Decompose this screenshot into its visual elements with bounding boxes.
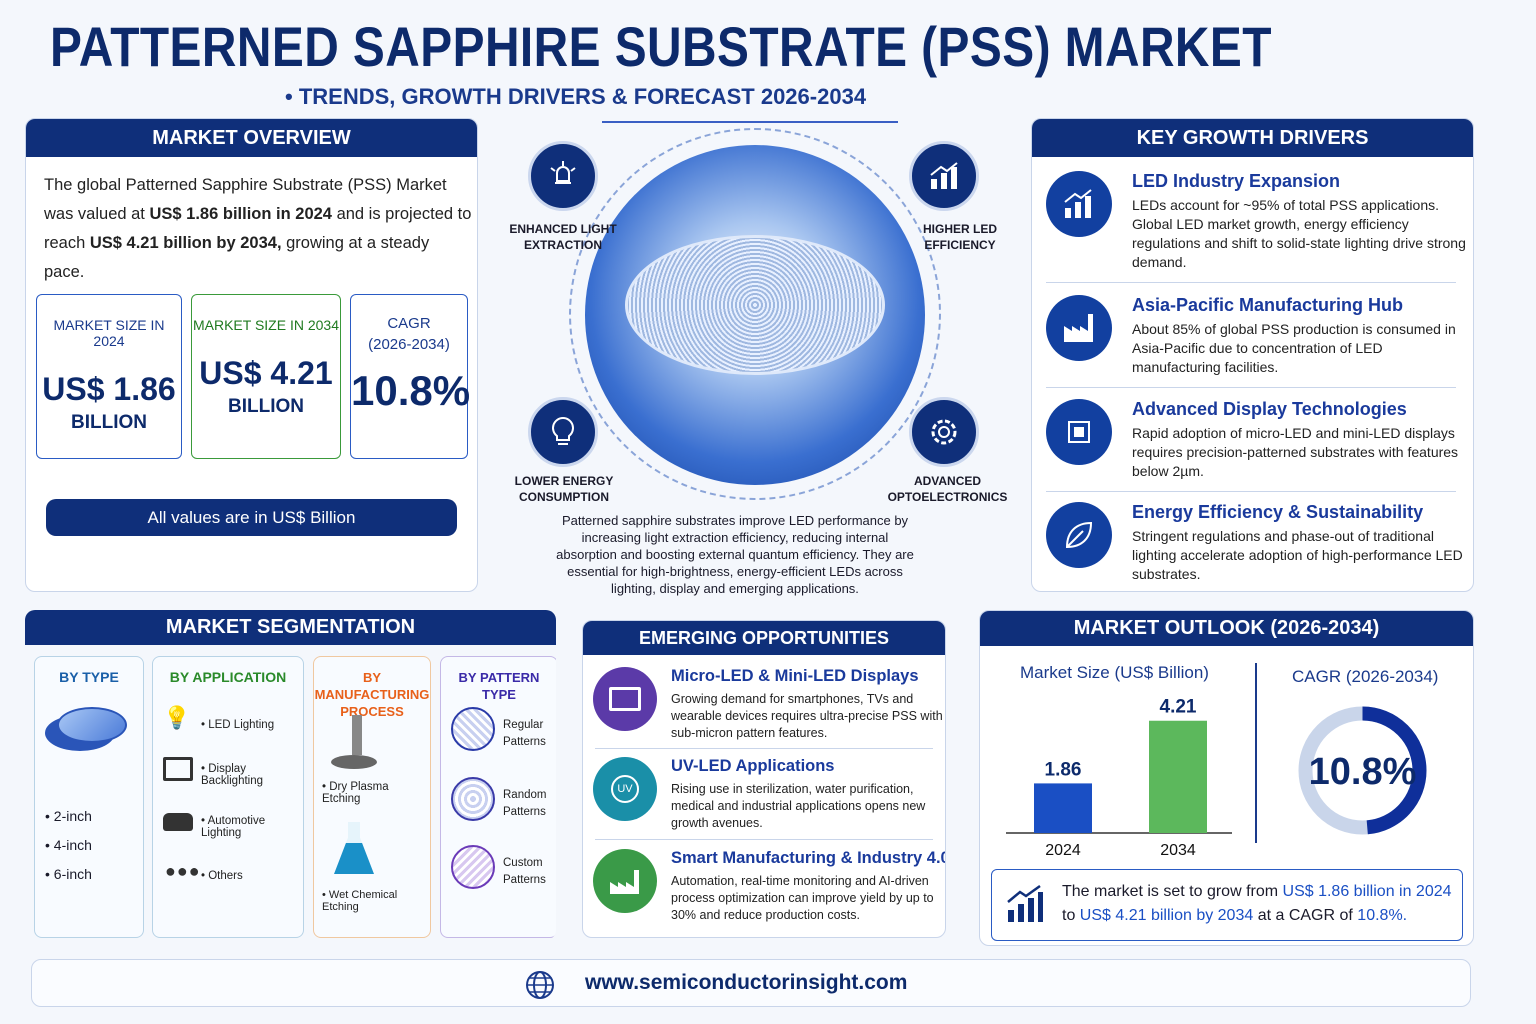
process-item: • Dry Plasma Etching — [322, 781, 389, 805]
bulb-leaf-icon — [528, 397, 598, 467]
donut-arc — [1298, 706, 1427, 835]
wafer-disc — [625, 235, 885, 375]
car-icon — [163, 813, 193, 831]
divider — [1046, 282, 1456, 283]
globe-icon — [526, 971, 554, 999]
footer: www.semiconductorinsight.com — [31, 959, 1471, 1007]
market-outlook-panel: MARKET OUTLOOK (2026-2034) Market Size (… — [979, 610, 1474, 946]
factory-icon — [1046, 295, 1112, 361]
data-label: 1.86 — [1045, 759, 1082, 780]
wafer-icon — [57, 707, 127, 743]
type-item: • 6-inch — [45, 866, 92, 882]
application-item: • Display Backlighting — [201, 763, 264, 787]
leaf-icon — [1046, 502, 1112, 568]
type-item: • 2-inch — [45, 808, 92, 824]
cagr-donut-chart — [1298, 706, 1427, 835]
category-label: 2034 — [1160, 842, 1196, 859]
center-description: Patterned sapphire substrates improve LE… — [556, 513, 914, 596]
plasma-etcher-icon — [352, 715, 362, 755]
page-title: PATTERNED SAPPHIRE SUBSTRATE (PSS) MARKE… — [50, 15, 1272, 78]
pattern-icon — [451, 845, 495, 889]
monitor-icon — [163, 757, 193, 781]
benefit-label: LOWER ENERGY CONSUMPTION — [514, 474, 614, 504]
pattern-item: Custom Patterns — [503, 857, 546, 886]
category-label: 2024 — [1045, 842, 1081, 859]
segment-by-application: BY APPLICATION 💡 • LED Lighting • Display… — [152, 656, 304, 938]
etch-plate-icon — [331, 755, 377, 769]
cagr-value: 10.8% — [1308, 751, 1417, 793]
market-overview-panel: MARKET OVERVIEW The global Patterned Sap… — [25, 118, 478, 592]
segment-by-process: BY MANUFACTURING PROCESS • Dry Plasma Et… — [313, 656, 431, 938]
driver-item: Asia-Pacific Manufacturing Hub About 85% … — [1046, 295, 1466, 385]
opportunity-item: UV UV-LED Applications Rising use in steri… — [593, 757, 938, 837]
growth-chart-icon — [1046, 171, 1112, 237]
stat-market-size-2034: MARKET SIZE IN 2034 US$ 4.21 BILLION — [191, 294, 341, 459]
chart-title: Market Size (US$ Billion) — [1020, 663, 1209, 682]
gear-icon — [909, 397, 979, 467]
uv-icon: UV — [593, 757, 657, 821]
pattern-icon — [451, 777, 495, 821]
chip-icon — [1046, 399, 1112, 465]
values-note: All values are in US$ Billion — [46, 499, 457, 536]
bulb-icon: 💡 — [163, 705, 191, 730]
pattern-item: Random Patterns — [503, 789, 547, 818]
sapphire-wafer-image — [585, 145, 925, 485]
benefit-label: HIGHER LED EFFICIENCY — [922, 222, 997, 252]
outlook-summary-text: The market is set to grow from US$ 1.86 … — [1062, 883, 1452, 924]
bar-chart-icon — [909, 141, 979, 211]
segmentation-panel: MARKET SEGMENTATION BY TYPE • 2-inch • 4-… — [25, 610, 556, 940]
factory-icon — [593, 849, 657, 913]
bar-2034 — [1149, 720, 1207, 833]
benefit-label: ADVANCED OPTOELECTRONICS — [887, 474, 1008, 504]
stat-cagr: CAGR (2026-2034) 10.8% — [350, 294, 470, 459]
market-size-bar-chart: 1.86 2024 4.21 2034 — [1006, 697, 1232, 859]
opportunity-item: Smart Manufacturing & Industry 4.0 Automa… — [593, 849, 945, 929]
panel-header: KEY GROWTH DRIVERS — [1032, 119, 1473, 157]
panel-header: MARKET OUTLOOK (2026-2034) — [980, 611, 1473, 646]
cagr-title: CAGR (2026-2034) — [1292, 667, 1439, 686]
bar-2024 — [1034, 783, 1092, 833]
connector-line — [602, 121, 898, 123]
panel-header: EMERGING OPPORTUNITIES — [583, 621, 945, 655]
divider — [595, 748, 933, 749]
subtitle-text: TRENDS, GROWTH DRIVERS & FORECAST 2026-2… — [298, 84, 867, 109]
data-label: 4.21 — [1160, 697, 1197, 718]
driver-item: Energy Efficiency & Sustainability String… — [1046, 502, 1466, 591]
process-item: • Wet Chemical Etching — [322, 889, 398, 913]
outlook-summary-box: The market is set to grow from US$ 1.86 … — [991, 869, 1463, 941]
flask-icon — [334, 822, 374, 874]
application-item: • LED Lighting — [201, 719, 275, 731]
application-item: • Automotive Lighting — [201, 815, 266, 839]
driver-item: Advanced Display Technologies Rapid adopt… — [1046, 399, 1466, 489]
website-link[interactable]: www.semiconductorinsight.com — [585, 971, 908, 994]
panel-header: MARKET OVERVIEW — [26, 119, 477, 157]
monitor-icon — [593, 667, 657, 731]
type-item: • 4-inch — [45, 837, 92, 853]
pattern-item: Regular Patterns — [503, 719, 546, 748]
growth-chart-icon — [1007, 884, 1043, 922]
segment-by-type: BY TYPE • 2-inch • 4-inch • 6-inch — [34, 656, 144, 938]
growth-drivers-panel: KEY GROWTH DRIVERS LED Industry Expansio… — [1031, 118, 1474, 592]
application-item: • Others — [201, 870, 243, 882]
benefit-label: ENHANCED LIGHT EXTRACTION — [509, 222, 617, 252]
opportunities-panel: EMERGING OPPORTUNITIES Micro-LED & Mini-… — [582, 620, 946, 938]
led-icon — [528, 141, 598, 211]
divider — [1255, 663, 1257, 843]
panel-header: MARKET SEGMENTATION — [25, 610, 556, 645]
overview-text: The global Patterned Sapphire Substrate … — [44, 176, 472, 281]
opportunity-item: Micro-LED & Mini-LED Displays Growing dem… — [593, 667, 943, 747]
divider — [1046, 491, 1456, 492]
divider — [595, 839, 933, 840]
orbit-ring — [569, 128, 941, 500]
more-dots-icon: ●●● — [165, 861, 201, 881]
driver-item: LED Industry Expansion LEDs account for ~… — [1046, 171, 1466, 281]
divider — [1046, 387, 1456, 388]
segment-by-pattern: BY PATTERN TYPE Regular Patterns Random … — [440, 656, 556, 938]
page-subtitle: • TRENDS, GROWTH DRIVERS & FORECAST 2026… — [285, 84, 867, 109]
stat-market-size-2024: MARKET SIZE IN 2024 US$ 1.86 BILLION — [36, 294, 182, 459]
pattern-icon — [451, 707, 495, 751]
